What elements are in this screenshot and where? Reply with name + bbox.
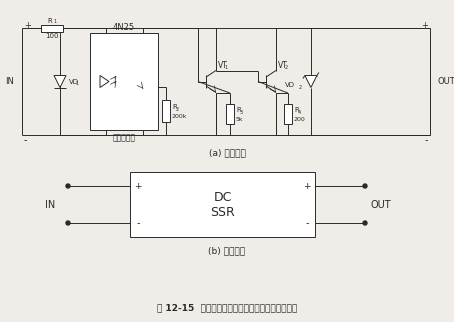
Text: IN: IN: [5, 77, 14, 86]
Bar: [162, 100, 170, 122]
Text: 5k: 5k: [236, 117, 243, 121]
Text: DC: DC: [213, 191, 232, 204]
Bar: [284, 104, 292, 124]
Bar: [41, 24, 63, 32]
Bar: [130, 172, 315, 237]
Text: -: -: [136, 218, 140, 228]
Text: 2: 2: [176, 107, 179, 111]
Bar: [90, 33, 158, 130]
Text: 3: 3: [240, 109, 243, 115]
Text: 2: 2: [285, 65, 288, 70]
Text: R: R: [48, 17, 52, 24]
Text: VD: VD: [69, 79, 79, 84]
Text: OUT: OUT: [438, 77, 454, 86]
Text: R: R: [172, 104, 177, 110]
Text: -: -: [24, 135, 28, 145]
Polygon shape: [100, 75, 109, 88]
Text: VT: VT: [218, 61, 228, 70]
Text: 图 12-15  直流式固态继电器的内部电路与图形符号: 图 12-15 直流式固态继电器的内部电路与图形符号: [157, 304, 297, 312]
Text: 1: 1: [225, 65, 228, 70]
Text: 1: 1: [75, 81, 78, 86]
Text: 光电耦合器: 光电耦合器: [113, 134, 136, 143]
Text: VD: VD: [285, 81, 295, 88]
Text: 200k: 200k: [172, 113, 188, 118]
Bar: [226, 104, 234, 124]
Text: +: +: [24, 21, 31, 30]
Text: R: R: [236, 107, 241, 113]
Text: 1: 1: [54, 19, 57, 24]
Text: (a) 内部电路: (a) 内部电路: [208, 148, 246, 157]
Text: OUT: OUT: [370, 200, 391, 210]
Polygon shape: [305, 75, 317, 88]
Text: IN: IN: [45, 200, 55, 210]
Text: SSR: SSR: [210, 206, 235, 219]
Text: 4N25: 4N25: [113, 23, 135, 32]
Text: -: -: [424, 135, 428, 145]
Circle shape: [363, 184, 367, 188]
Text: R: R: [294, 107, 299, 113]
Text: 4: 4: [298, 109, 301, 115]
Polygon shape: [54, 75, 66, 88]
Text: +: +: [421, 21, 428, 30]
Text: 2: 2: [299, 85, 302, 90]
Text: VT: VT: [278, 61, 288, 70]
Text: +: +: [303, 182, 311, 191]
Text: -: -: [305, 218, 309, 228]
Circle shape: [66, 221, 70, 225]
Circle shape: [363, 221, 367, 225]
Text: (b) 图形符号: (b) 图形符号: [208, 247, 246, 255]
Text: 200: 200: [294, 117, 306, 121]
Circle shape: [66, 184, 70, 188]
Text: +: +: [134, 182, 142, 191]
Text: 100: 100: [45, 33, 59, 39]
